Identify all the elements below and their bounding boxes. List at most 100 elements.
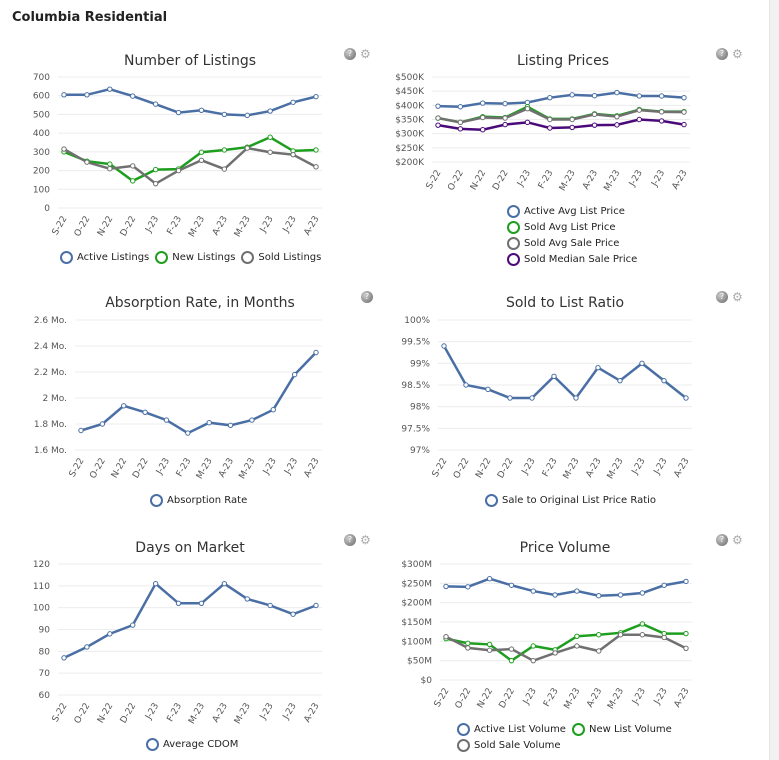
- data-point[interactable]: [221, 111, 228, 118]
- data-point[interactable]: [185, 430, 191, 436]
- data-point[interactable]: [465, 640, 471, 646]
- data-point[interactable]: [524, 99, 531, 106]
- data-point[interactable]: [457, 104, 464, 110]
- data-point[interactable]: [130, 622, 136, 628]
- data-point[interactable]: [443, 583, 449, 590]
- data-point[interactable]: [547, 94, 553, 101]
- data-point[interactable]: [61, 146, 67, 152]
- legend-item[interactable]: Active List Volume: [457, 723, 566, 736]
- data-point[interactable]: [636, 116, 642, 123]
- data-point[interactable]: [221, 166, 228, 172]
- data-point[interactable]: [61, 92, 67, 98]
- data-point[interactable]: [84, 644, 90, 650]
- legend-item[interactable]: New List Volume: [571, 723, 672, 736]
- help-icon[interactable]: ?: [716, 534, 728, 546]
- data-point[interactable]: [614, 122, 620, 128]
- data-point[interactable]: [547, 116, 553, 123]
- legend-item[interactable]: Active Avg List Price: [507, 205, 661, 218]
- data-point[interactable]: [270, 407, 276, 413]
- legend-item[interactable]: Sold Median Sale Price: [507, 253, 661, 266]
- data-point[interactable]: [639, 590, 646, 596]
- data-point[interactable]: [291, 371, 298, 378]
- data-point[interactable]: [152, 166, 159, 173]
- data-point[interactable]: [661, 634, 667, 641]
- data-point[interactable]: [152, 180, 159, 187]
- data-point[interactable]: [152, 580, 159, 587]
- data-point[interactable]: [198, 149, 205, 155]
- export-icon[interactable]: ⚙: [732, 533, 743, 547]
- data-point[interactable]: [206, 420, 212, 426]
- data-point[interactable]: [658, 118, 665, 124]
- data-point[interactable]: [683, 395, 689, 401]
- data-point[interactable]: [591, 122, 598, 128]
- data-point[interactable]: [569, 124, 575, 131]
- data-point[interactable]: [198, 157, 205, 163]
- data-point[interactable]: [661, 377, 667, 384]
- data-point[interactable]: [636, 93, 642, 99]
- data-point[interactable]: [107, 631, 113, 637]
- data-point[interactable]: [107, 166, 113, 172]
- data-point[interactable]: [175, 600, 182, 606]
- data-point[interactable]: [107, 161, 113, 167]
- data-point[interactable]: [617, 632, 624, 638]
- data-point[interactable]: [480, 127, 486, 133]
- data-point[interactable]: [435, 122, 441, 128]
- data-point[interactable]: [313, 602, 319, 609]
- legend-item[interactable]: Absorption Rate: [150, 494, 247, 507]
- data-point[interactable]: [465, 645, 471, 651]
- data-point[interactable]: [244, 145, 250, 151]
- data-point[interactable]: [435, 115, 441, 121]
- data-point[interactable]: [508, 657, 515, 664]
- export-icon[interactable]: ⚙: [732, 47, 743, 61]
- legend-item[interactable]: Sold Listings: [241, 251, 321, 264]
- data-point[interactable]: [78, 427, 84, 434]
- data-point[interactable]: [313, 349, 319, 356]
- data-point[interactable]: [596, 632, 602, 638]
- data-point[interactable]: [485, 386, 491, 393]
- data-point[interactable]: [267, 134, 273, 140]
- data-point[interactable]: [84, 92, 90, 98]
- data-point[interactable]: [457, 126, 464, 132]
- data-point[interactable]: [683, 630, 689, 637]
- data-point[interactable]: [507, 395, 513, 401]
- help-icon[interactable]: ?: [716, 291, 728, 303]
- data-point[interactable]: [502, 115, 508, 121]
- data-point[interactable]: [530, 643, 536, 649]
- data-point[interactable]: [61, 655, 67, 661]
- help-icon[interactable]: ?: [344, 48, 356, 60]
- legend-item[interactable]: Sale to Original List Price Ratio: [485, 494, 656, 507]
- data-point[interactable]: [524, 119, 531, 126]
- data-point[interactable]: [486, 641, 493, 648]
- data-point[interactable]: [107, 86, 113, 92]
- data-point[interactable]: [502, 121, 508, 128]
- data-point[interactable]: [681, 109, 687, 115]
- data-point[interactable]: [683, 578, 689, 585]
- data-point[interactable]: [290, 151, 296, 158]
- data-point[interactable]: [175, 109, 182, 116]
- data-point[interactable]: [508, 582, 515, 588]
- data-point[interactable]: [639, 360, 645, 367]
- data-point[interactable]: [457, 119, 464, 126]
- data-point[interactable]: [244, 112, 250, 119]
- data-point[interactable]: [486, 575, 493, 582]
- data-point[interactable]: [591, 111, 598, 118]
- data-point[interactable]: [313, 147, 319, 153]
- legend-item[interactable]: Average CDOM: [146, 738, 238, 751]
- data-point[interactable]: [552, 650, 558, 656]
- data-point[interactable]: [530, 588, 536, 594]
- data-point[interactable]: [435, 103, 441, 109]
- data-point[interactable]: [614, 113, 620, 120]
- data-point[interactable]: [596, 648, 602, 654]
- data-point[interactable]: [551, 373, 557, 380]
- data-point[interactable]: [569, 92, 575, 98]
- data-point[interactable]: [681, 121, 687, 128]
- data-point[interactable]: [198, 600, 205, 606]
- data-point[interactable]: [290, 611, 296, 617]
- data-point[interactable]: [130, 93, 136, 99]
- data-point[interactable]: [661, 582, 667, 588]
- data-point[interactable]: [152, 101, 159, 107]
- data-point[interactable]: [267, 108, 273, 114]
- export-icon[interactable]: ⚙: [360, 47, 371, 61]
- data-point[interactable]: [574, 588, 580, 594]
- legend-item[interactable]: New Listings: [155, 251, 235, 264]
